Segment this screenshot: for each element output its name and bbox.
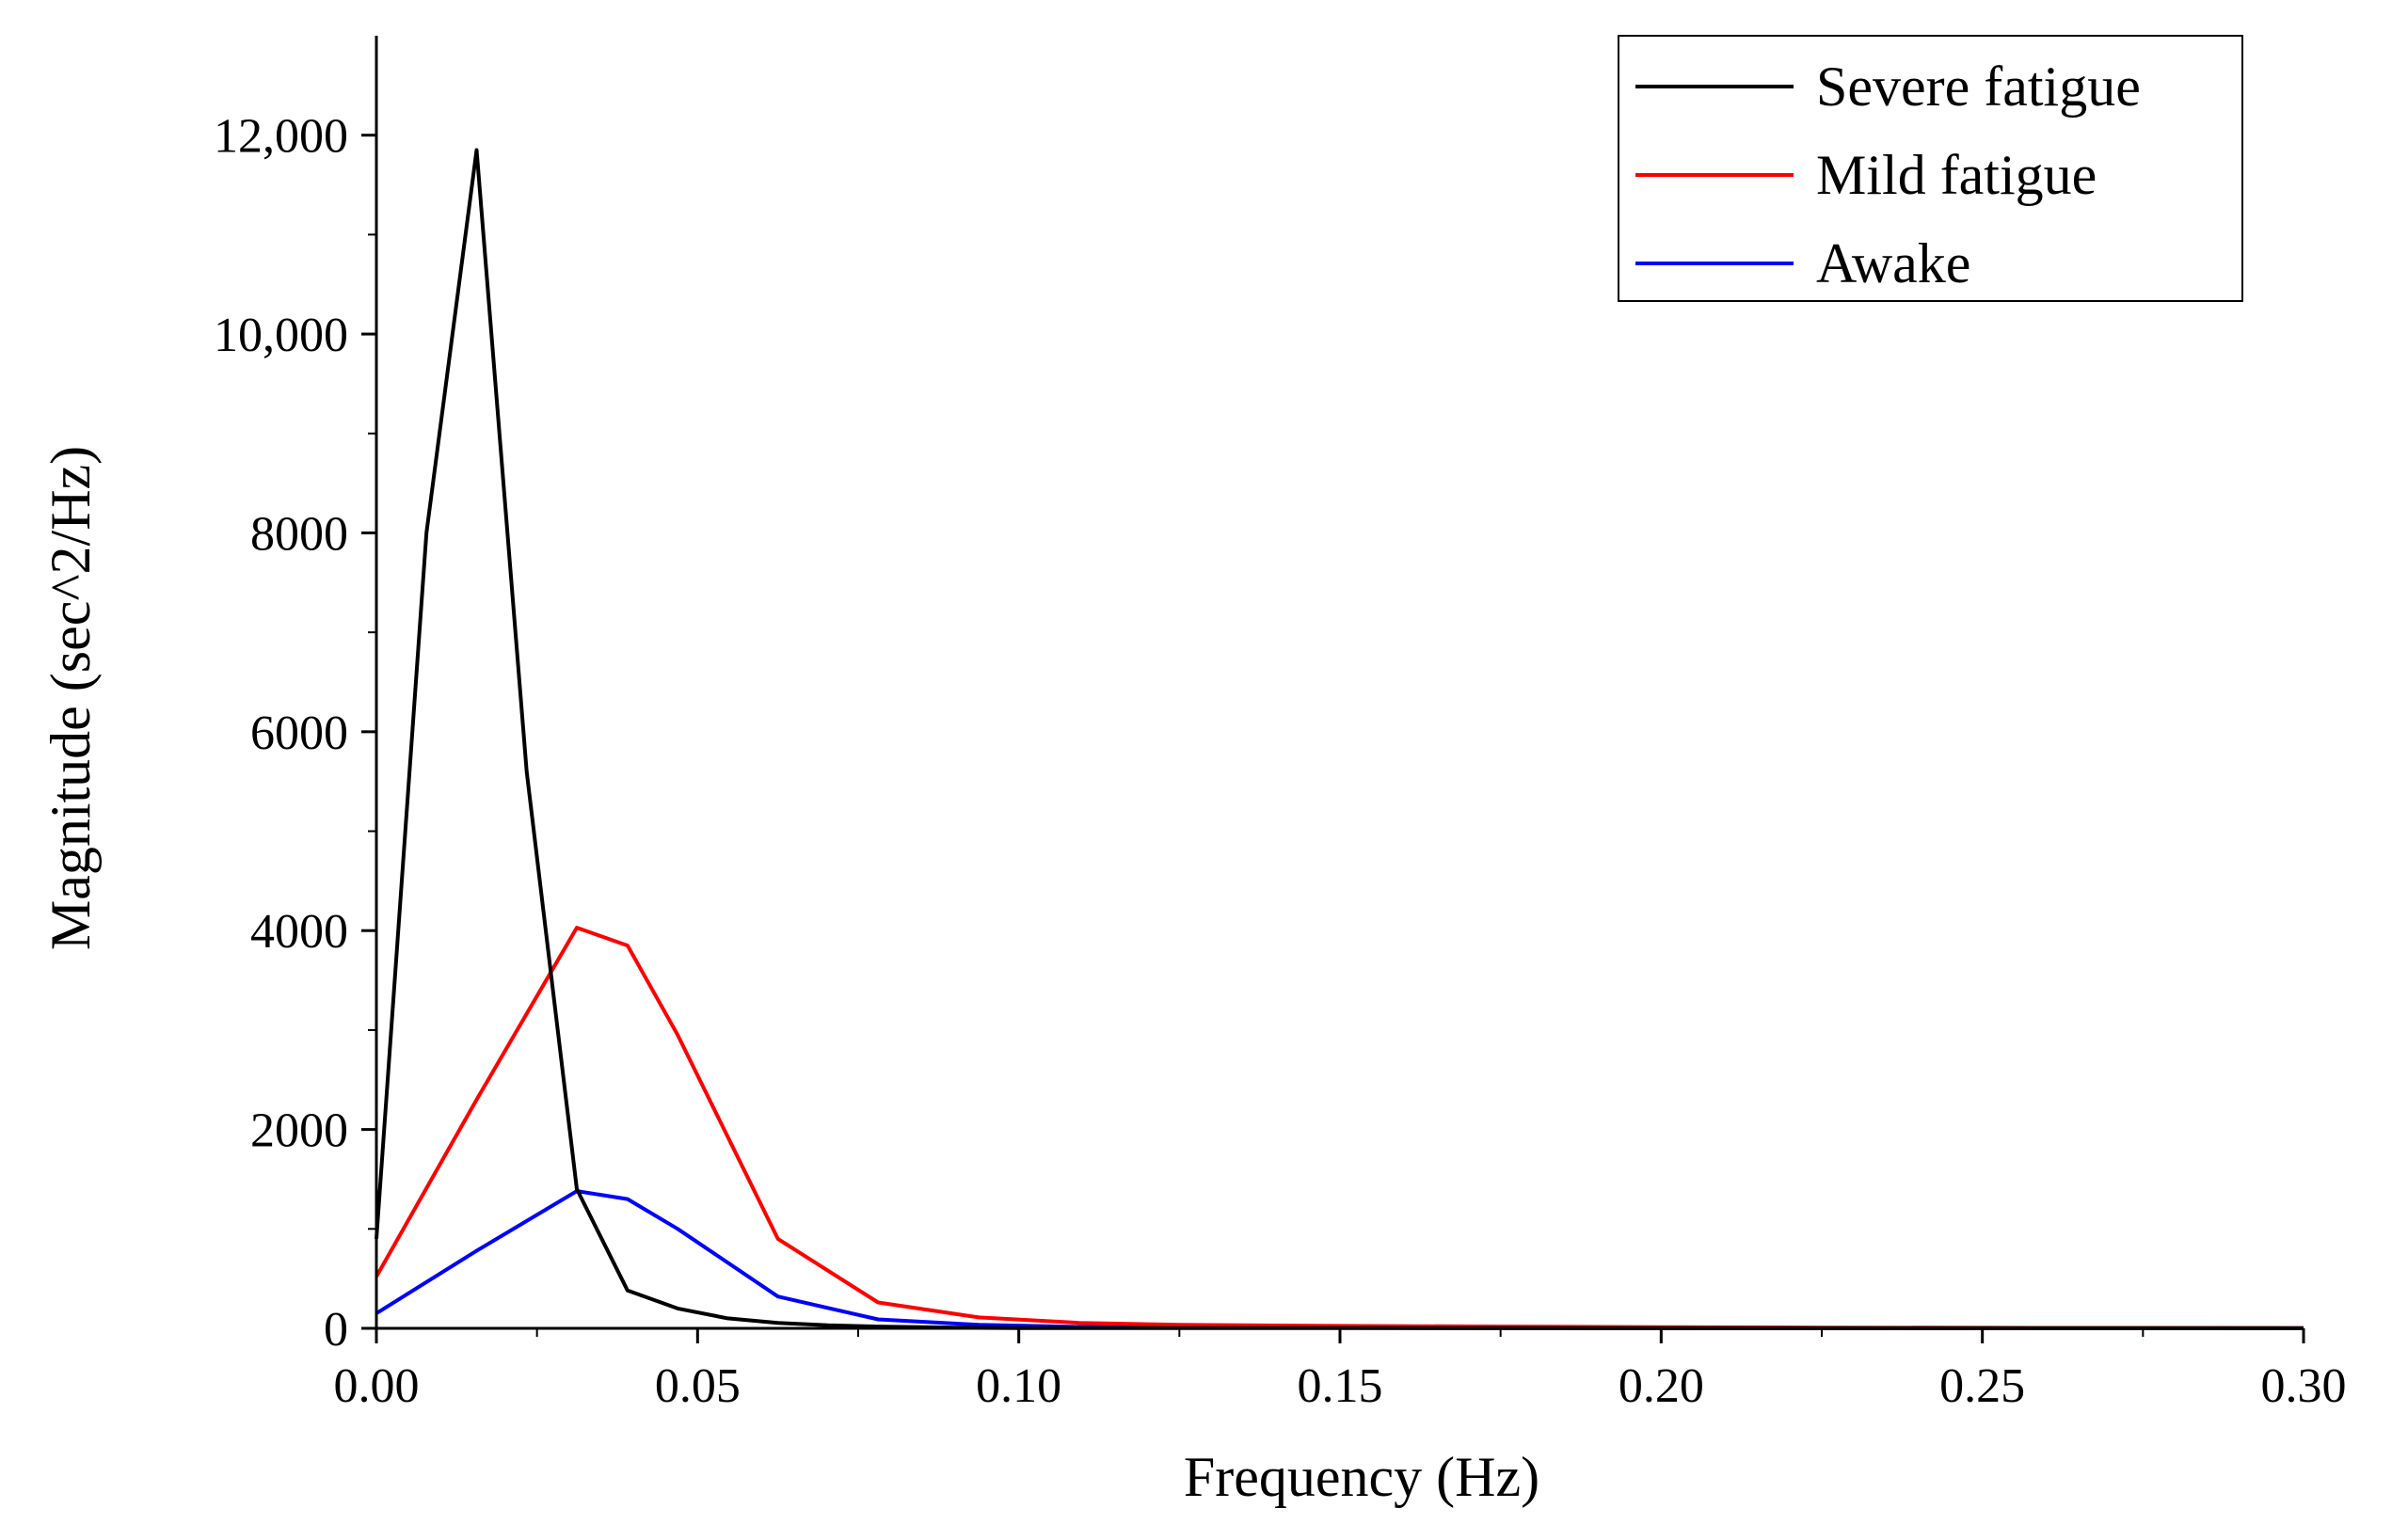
x-tick-label: 0.05	[655, 1359, 741, 1413]
legend-box	[1618, 35, 2243, 302]
legend-label: Mild fatigue	[1816, 144, 2097, 206]
x-tick-label: 0.15	[1298, 1359, 1383, 1413]
legend-label: Severe fatigue	[1816, 56, 2141, 118]
series-line-awake	[375, 1189, 2304, 1330]
legend: Severe fatigue Mild fatigue Awake	[1618, 35, 2243, 302]
legend-label: Awake	[1816, 232, 1970, 294]
x-tick-label: 0.20	[1619, 1359, 1704, 1413]
x-tick-label: 0.10	[976, 1359, 1061, 1413]
y-axis-title: Magnitude (sec^2/Hz)	[40, 446, 102, 950]
series-line-severe-fatigue	[375, 148, 2304, 1330]
y-tick-label: 12,000	[214, 110, 348, 164]
y-tick-label: 6000	[250, 706, 348, 760]
series-line-mild-fatigue	[375, 926, 2304, 1330]
axes: 0 2000 4000 6000 8000 10,000 12,000 0.00 0.05 0.1…	[214, 36, 2347, 1413]
x-tick-label: 0.25	[1939, 1359, 2025, 1413]
plot-area: 0 2000 4000 6000 8000 10,000 12,000 0.00 0.05 0.1…	[214, 36, 2347, 1413]
y-tick-label: 8000	[250, 507, 348, 561]
y-tick-label: 0	[324, 1303, 348, 1357]
x-axis-title: Frequency (Hz)	[1184, 1446, 1539, 1508]
y-tick-label: 10,000	[214, 309, 348, 362]
series-lines	[375, 148, 2304, 1330]
legend-items: Severe fatigue Mild fatigue Awake	[1635, 56, 2141, 294]
x-tick-label: 0.30	[2261, 1359, 2347, 1413]
y-tick-label: 4000	[250, 905, 348, 959]
y-tick-label: 2000	[250, 1104, 348, 1158]
x-tick-label: 0.00	[334, 1359, 420, 1413]
